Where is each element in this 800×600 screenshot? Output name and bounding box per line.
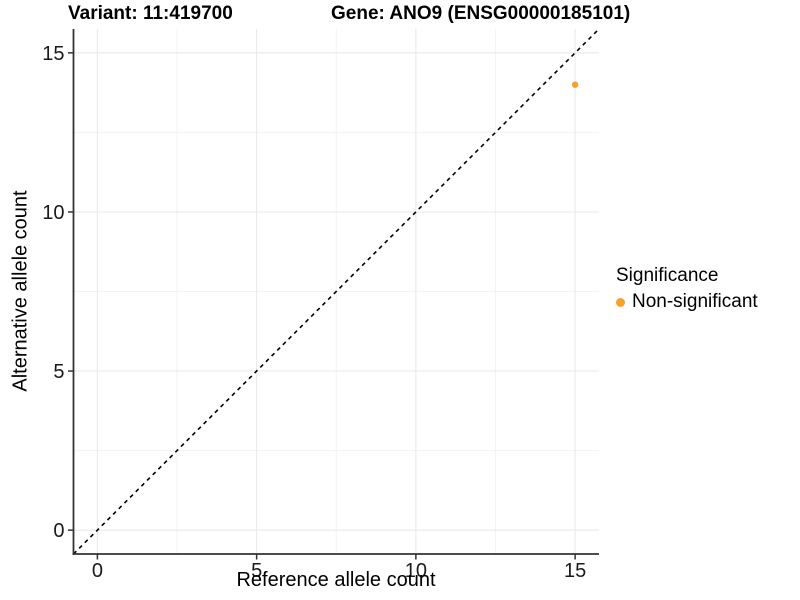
y-tick-label: 10: [42, 202, 64, 224]
y-tick-label: 15: [42, 43, 64, 65]
y-tick-label: 5: [53, 361, 64, 383]
legend-item-label: Non-significant: [632, 291, 758, 312]
legend-item: Non-significant: [616, 291, 758, 313]
x-tick-label: 5: [251, 560, 262, 582]
y-axis-title: Alternative allele count: [9, 190, 32, 392]
legend-point-icon: [616, 297, 625, 307]
legend: Significance Non-significant: [616, 265, 758, 313]
identity-line: [72, 28, 600, 555]
x-tick-label: 15: [564, 560, 586, 582]
data-point: [571, 81, 579, 88]
legend-title: Significance: [616, 265, 719, 286]
x-axis-title: Reference allele count: [236, 569, 436, 591]
x-tick-label: 10: [405, 560, 427, 582]
x-tick-label: 0: [92, 560, 103, 582]
y-tick-label: 0: [53, 520, 64, 542]
variant-title: Variant: 11:419700: [68, 3, 233, 24]
gene-title: Gene: ANO9 (ENSG00000185101): [331, 3, 631, 24]
